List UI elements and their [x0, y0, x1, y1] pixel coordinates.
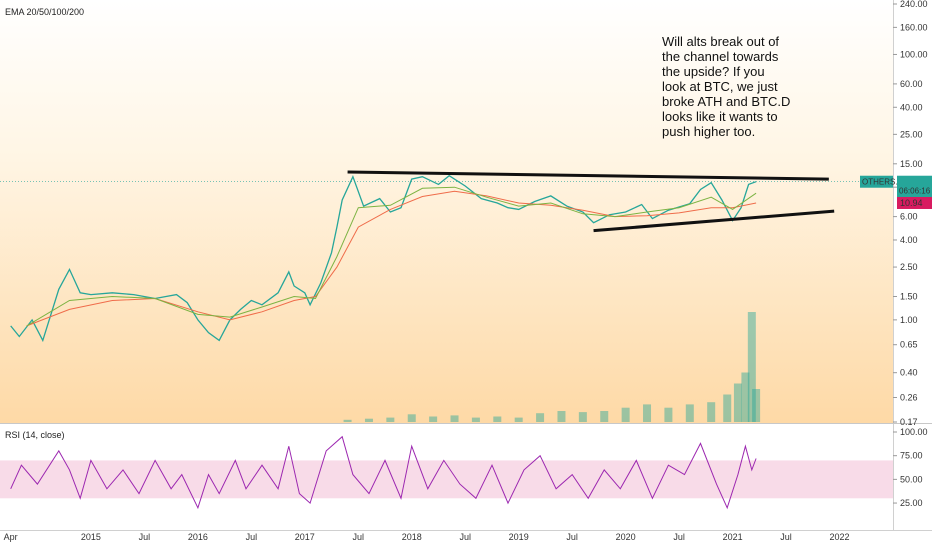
- volume-bars: [343, 312, 761, 422]
- price-tick-label: 15.00: [900, 159, 923, 169]
- time-tick-label: Jul: [246, 532, 258, 542]
- price-axis: 240.00 160.00 100.00 60.00 40.00 25.00 15.00 10…: [893, 0, 928, 427]
- volume-bar: [664, 407, 673, 422]
- time-tick-label: 2015: [81, 532, 101, 542]
- volume-bar: [386, 417, 395, 422]
- price-tick-label: 0.26: [900, 393, 918, 403]
- symbol-price-tag-bg: [860, 175, 893, 188]
- time-tick-label: Jul: [566, 532, 578, 542]
- time-tick-label: Jul: [353, 532, 365, 542]
- price-tick-label: 60.00: [900, 79, 923, 89]
- time-tick-label: Jul: [673, 532, 685, 542]
- volume-bar: [536, 413, 545, 422]
- volume-bar: [514, 417, 523, 422]
- note-line: the upside? If you: [662, 64, 765, 79]
- volume-bar: [600, 411, 609, 422]
- price-series: [10, 174, 757, 343]
- price-tick-label: 6.00: [900, 212, 918, 222]
- time-tick-label: 2020: [616, 532, 636, 542]
- volume-bar: [578, 412, 587, 422]
- volume-bar: [450, 415, 459, 422]
- last-price-box: [897, 175, 932, 198]
- countdown-label: 06:06:16: [899, 187, 931, 196]
- volume-bar: [707, 402, 716, 422]
- volume-bar: [685, 404, 694, 422]
- time-tick-label: 2022: [830, 532, 850, 542]
- price-tick-label: 100.00: [900, 49, 928, 59]
- time-axis: Apr 2015 Jul 2016 Jul 2017 Jul 2018 Jul 2019 Jul 20…: [4, 532, 850, 542]
- price-tick-label: 240.00: [900, 0, 928, 9]
- note-line: looks like it wants to: [662, 109, 778, 124]
- note-line: Will alts break out of: [662, 34, 779, 49]
- time-tick-label: Jul: [139, 532, 151, 542]
- volume-bar: [741, 372, 750, 422]
- volume-bar: [429, 416, 438, 422]
- symbol-price-tag: OTHERS.D · 10.99: [862, 178, 931, 187]
- volume-bar: [752, 389, 761, 422]
- time-tick-label: Apr: [4, 532, 18, 542]
- ema-price-box: [897, 196, 932, 209]
- rsi-axis: 100.00 75.00 50.00 25.00: [893, 427, 928, 508]
- time-tick-label: Jul: [780, 532, 792, 542]
- rsi-line: [10, 435, 757, 510]
- volume-bar: [557, 411, 566, 422]
- annotation-note: Will alts break out of the channel towar…: [662, 34, 790, 139]
- volume-bar: [407, 414, 416, 422]
- ema-line: [26, 190, 757, 327]
- rsi-series: [10, 435, 757, 510]
- time-tick-label: 2021: [723, 532, 743, 542]
- rsi-band: [0, 460, 893, 499]
- rsi-legend[interactable]: RSI (14, close): [5, 430, 65, 440]
- trendline: [593, 209, 835, 233]
- price-tick-label: 160.00: [900, 22, 928, 32]
- price-tick-label: 1.00: [900, 315, 918, 325]
- ema-line: [26, 186, 757, 327]
- note-line: broke ATH and BTC.D: [662, 94, 790, 109]
- time-tick-label: 2018: [402, 532, 422, 542]
- time-tick-label: 2017: [295, 532, 315, 542]
- main-panel-bg: [0, 0, 893, 423]
- time-tick-label: 2016: [188, 532, 208, 542]
- volume-bar: [733, 383, 742, 422]
- price-tick-label: 0.17: [900, 417, 918, 427]
- rsi-tick-label: 100.00: [900, 427, 928, 437]
- time-tick-label: Jul: [459, 532, 471, 542]
- price-tick-label: 1.50: [900, 292, 918, 302]
- ema-legend[interactable]: EMA 20/50/100/200: [5, 7, 84, 17]
- price-tick-label: 25.00: [900, 129, 923, 139]
- volume-bar: [343, 419, 352, 422]
- trendline: [347, 170, 829, 181]
- volume-bar: [621, 407, 630, 422]
- volume-bar: [364, 418, 373, 422]
- trendlines: [0, 170, 893, 233]
- price-tick-label: 0.65: [900, 340, 918, 350]
- rsi-tick-label: 50.00: [900, 474, 923, 484]
- price-tick-label: 2.50: [900, 262, 918, 272]
- price-tick-label: 4.00: [900, 235, 918, 245]
- price-tick-label: 40.00: [900, 102, 923, 112]
- ema-price-label: 10.94: [900, 198, 923, 208]
- note-line: look at BTC, we just: [662, 79, 778, 94]
- volume-bar: [471, 417, 480, 422]
- volume-bar: [493, 416, 502, 422]
- volume-bar: [643, 404, 652, 422]
- price-tick-label: 0.40: [900, 368, 918, 378]
- note-line: the channel towards: [662, 49, 779, 64]
- rsi-tick-label: 25.00: [900, 498, 923, 508]
- note-line: push higher too.: [662, 124, 755, 139]
- volume-bar: [747, 312, 756, 422]
- volume-bar: [723, 394, 732, 422]
- rsi-tick-label: 75.00: [900, 451, 923, 461]
- time-tick-label: 2019: [509, 532, 529, 542]
